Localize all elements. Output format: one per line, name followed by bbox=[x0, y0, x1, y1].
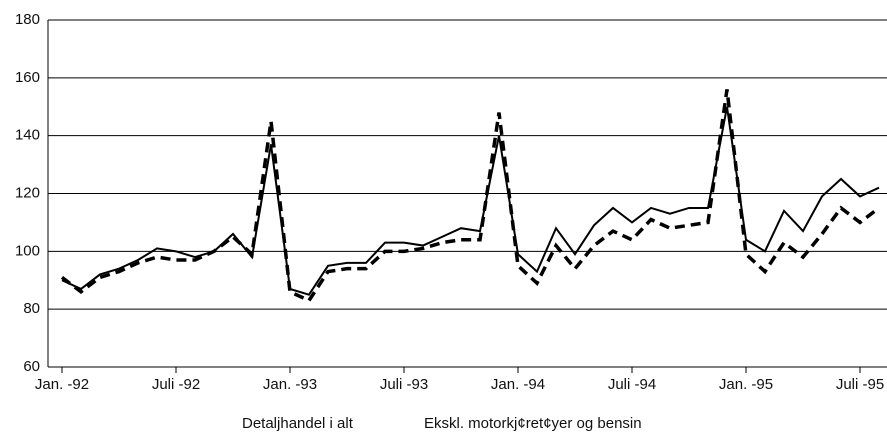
y-tick-label: 100 bbox=[15, 242, 40, 259]
line-series bbox=[60, 89, 881, 303]
x-tick-label: Jan. -92 bbox=[35, 376, 89, 393]
y-tick-label: 160 bbox=[15, 69, 40, 86]
legend-label: Ekskl. motorkj¢ret¢yer og bensin bbox=[424, 415, 642, 432]
x-tick-label: Jan. -95 bbox=[719, 376, 773, 393]
y-tick-label: 140 bbox=[15, 127, 40, 144]
x-tick-label: Juli -93 bbox=[380, 376, 428, 393]
y-tick-label: 180 bbox=[15, 11, 40, 28]
x-tick-label: Jan. -94 bbox=[491, 376, 545, 393]
y-tick-label: 120 bbox=[15, 184, 40, 201]
x-tick-label: Juli -92 bbox=[152, 376, 200, 393]
x-tick-label: Juli -94 bbox=[608, 376, 656, 393]
legend-label: Detaljhandel i alt bbox=[242, 415, 354, 432]
y-tick-label: 60 bbox=[23, 358, 40, 375]
line-series bbox=[61, 106, 880, 296]
y-tick-label: 80 bbox=[23, 300, 40, 317]
x-tick-label: Jan. -93 bbox=[263, 376, 317, 393]
x-tick-label: Juli -95 bbox=[836, 376, 884, 393]
